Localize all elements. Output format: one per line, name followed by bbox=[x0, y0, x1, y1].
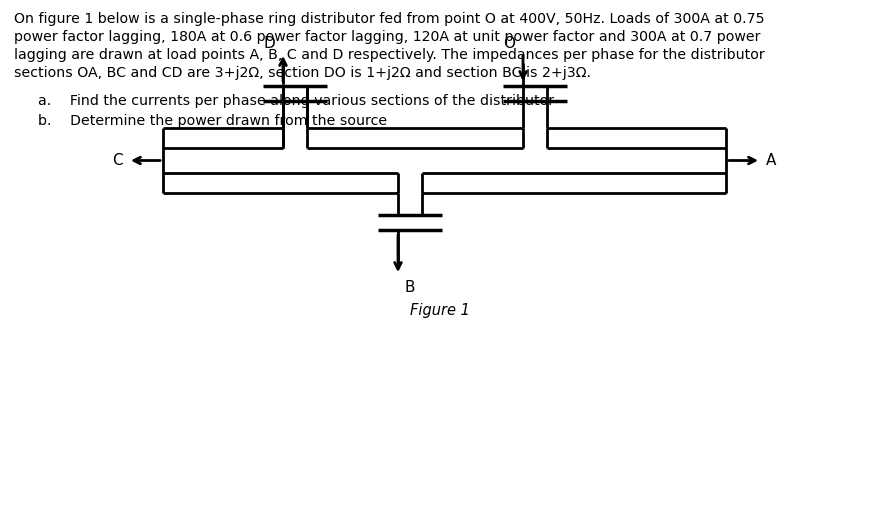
Text: D: D bbox=[263, 36, 275, 51]
Text: Figure 1: Figure 1 bbox=[410, 303, 470, 318]
Text: a.  Find the currents per phase along various sections of the distributor: a. Find the currents per phase along var… bbox=[38, 94, 554, 108]
Text: C: C bbox=[113, 153, 123, 168]
Text: sections OA, BC and CD are 3+j2Ω, section DO is 1+j2Ω and section BC is 2+j3Ω.: sections OA, BC and CD are 3+j2Ω, sectio… bbox=[14, 66, 591, 80]
Text: power factor lagging, 180A at 0.6 power factor lagging, 120A at unit power facto: power factor lagging, 180A at 0.6 power … bbox=[14, 30, 760, 44]
Text: On figure 1 below is a single-phase ring distributor fed from point O at 400V, 5: On figure 1 below is a single-phase ring… bbox=[14, 12, 765, 26]
Text: O: O bbox=[503, 36, 515, 51]
Text: lagging are drawn at load points A, B, C and D respectively. The impedances per : lagging are drawn at load points A, B, C… bbox=[14, 48, 765, 62]
Text: A: A bbox=[766, 153, 776, 168]
Text: b.  Determine the power drawn from the source: b. Determine the power drawn from the so… bbox=[38, 114, 387, 128]
Text: B: B bbox=[404, 280, 414, 295]
